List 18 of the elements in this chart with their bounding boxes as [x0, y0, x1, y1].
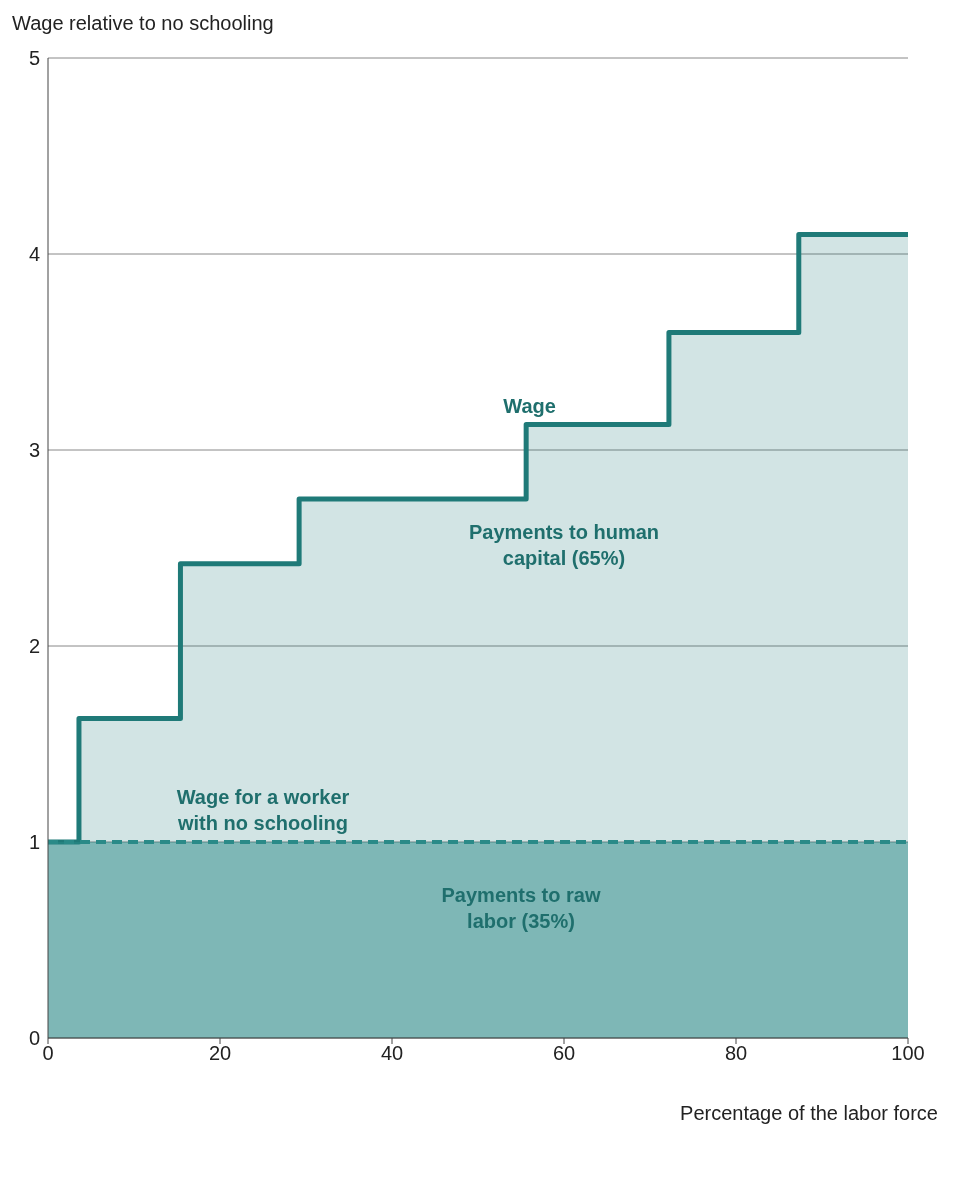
- x-axis-title: Percentage of the labor force: [680, 1102, 938, 1125]
- y-tick-label: 3: [28, 439, 40, 462]
- annotation: Payments to raw labor (35%): [440, 883, 602, 934]
- x-tick-label: 80: [724, 1042, 748, 1065]
- y-tick-label: 1: [28, 831, 40, 854]
- y-axis-title: Wage relative to no schooling: [12, 12, 274, 35]
- x-tick-label: 100: [891, 1042, 925, 1065]
- annotation: Payments to human capital (65%): [467, 520, 660, 572]
- annotation: Wage for a worker with no schooling: [175, 785, 351, 836]
- y-tick-label: 4: [28, 243, 40, 266]
- x-tick-label: 20: [208, 1042, 232, 1065]
- y-tick-label: 2: [28, 635, 40, 658]
- x-tick-label: 60: [552, 1042, 576, 1065]
- y-tick-label: 5: [28, 47, 40, 70]
- x-tick-label: 40: [380, 1042, 404, 1065]
- x-tick-label: 0: [42, 1042, 54, 1065]
- y-tick-label: 0: [28, 1027, 40, 1050]
- annotation: Wage: [502, 393, 557, 419]
